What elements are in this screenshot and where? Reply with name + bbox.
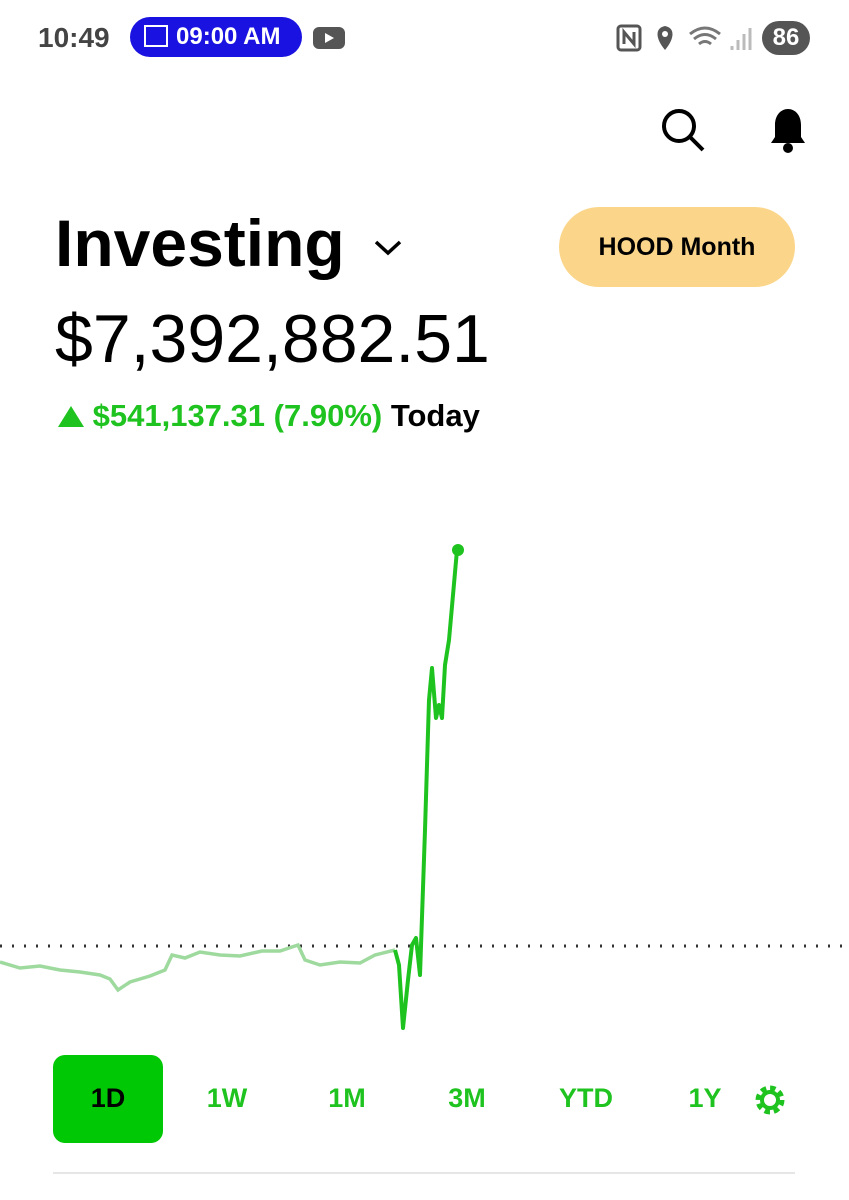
youtube-icon <box>313 27 345 49</box>
title-dropdown[interactable] <box>372 236 404 260</box>
portfolio-value: $7,392,882.51 <box>55 301 490 377</box>
range-tab[interactable]: 1Y <box>688 1083 722 1113</box>
change-period: Today <box>390 398 480 433</box>
change-percent: (7.90%) <box>273 398 383 433</box>
status-time: 10:49 <box>38 22 110 53</box>
search-icon[interactable] <box>658 105 708 155</box>
notifications-icon[interactable] <box>765 103 811 155</box>
range-tab[interactable]: 1W <box>206 1083 248 1113</box>
selected-tab-bg <box>53 1055 163 1143</box>
current-point <box>452 544 464 556</box>
pill-text: 09:00 AM <box>176 23 281 50</box>
range-tab[interactable]: 1D <box>90 1083 126 1113</box>
prior-line <box>0 942 396 993</box>
range-tab[interactable]: 3M <box>448 1083 486 1113</box>
battery: 86 <box>762 21 810 55</box>
today-line <box>393 549 459 1030</box>
status-pill[interactable]: 09:00 AM <box>130 17 302 57</box>
change-amount: $541,137.31 <box>92 398 266 433</box>
daily-change: $541,137.31 (7.90%) Today <box>58 398 480 434</box>
range-tab[interactable]: 1M <box>328 1083 366 1113</box>
up-arrow <box>58 406 84 427</box>
page-title[interactable]: Investing <box>55 206 345 280</box>
hood-month-button[interactable]: HOOD Month <box>559 207 795 287</box>
range-tab[interactable]: YTD <box>559 1083 613 1113</box>
pill-icon <box>144 25 168 47</box>
divider <box>53 1172 795 1174</box>
status-icons <box>616 24 752 52</box>
settings-icon[interactable] <box>752 1082 788 1118</box>
